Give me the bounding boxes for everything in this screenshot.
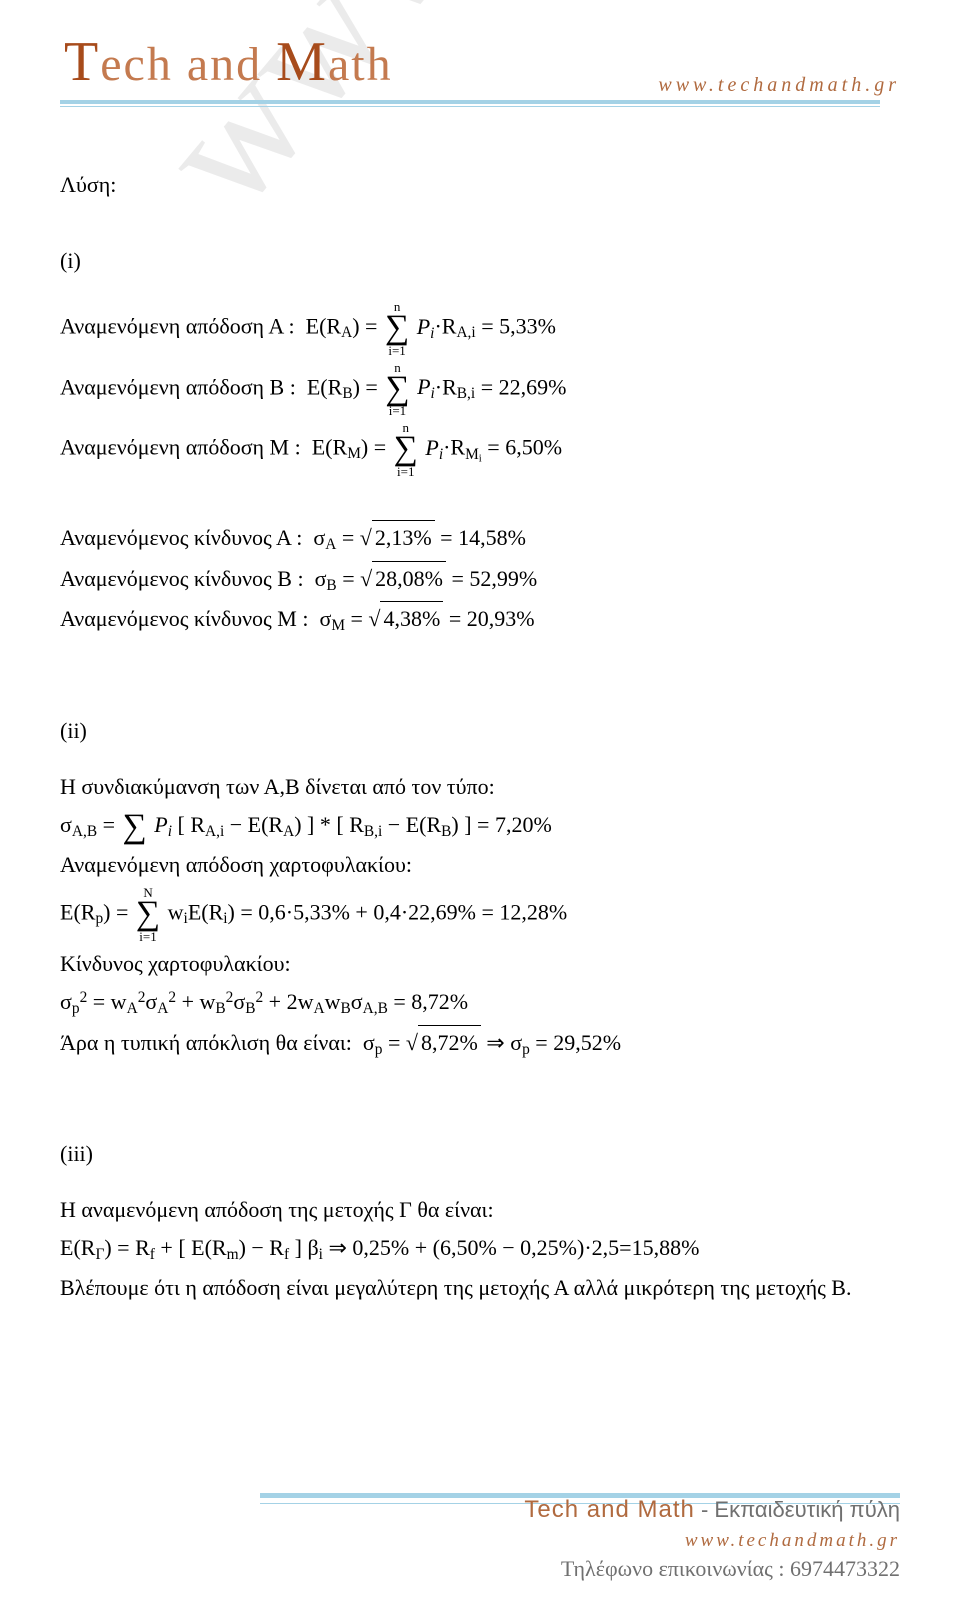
eq-port-ret: E(Rp) = N∑i=1 wiE(Ri) = 0,6·5,33% + 0,4·… xyxy=(60,886,900,943)
ea-val: 5,33% xyxy=(499,314,556,339)
content-body: Λύση: (i) Αναμενόμενη απόδοση Α : E(RA) … xyxy=(60,134,900,1305)
brand-ath: ath xyxy=(328,38,393,91)
brand-m: M xyxy=(276,31,328,93)
header-rule-thin xyxy=(60,106,880,107)
port-risk-label: Κίνδυνος χαρτοφυλακίου: xyxy=(60,947,900,981)
sum-lower: i=1 xyxy=(385,344,409,357)
page-footer: Tech and Math - Εκπαιδευτική πύλη www.te… xyxy=(0,1496,960,1582)
eq-sm: Αναμενόμενος κίνδυνος Μ : σM = √4,38% = … xyxy=(60,601,900,638)
sm-in: 4,38% xyxy=(380,601,443,636)
port-ret-expr: 0,6·5,33% + 0,4·22,69% = 12,28% xyxy=(258,899,567,924)
em-label: Αναμενόμενη απόδοση Μ : xyxy=(60,435,301,460)
footer-brand-text: Tech and Math xyxy=(524,1496,694,1523)
brand-logo-text: Tech and Math xyxy=(64,30,393,94)
port-ret-label: Αναμενόμενη απόδοση χαρτοφυλακίου: xyxy=(60,848,900,882)
covar-val: 7,20% xyxy=(495,812,552,837)
sm-label: Αναμενόμενος κίνδυνος Μ : xyxy=(60,606,308,631)
typ-dev-out: 29,52% xyxy=(553,1030,621,1055)
eq-ea: Αναμενόμενη απόδοση Α : E(RA) = n∑i=1 Pi… xyxy=(60,300,900,357)
eq-port-var: σp2 = wA2σA2 + wB2σB2 + 2wAwBσA,B = 8,72… xyxy=(60,985,900,1021)
eq-sb: Αναμενόμενος κίνδυνος Β : σB = √28,08% =… xyxy=(60,561,900,598)
header-url: www.techandmath.gr xyxy=(658,74,900,97)
covar-intro: Η συνδιακύμανση των Α,Β δίνεται από τον … xyxy=(60,770,900,804)
solution-label: Λύση: xyxy=(60,168,900,202)
header-rule xyxy=(60,100,880,104)
footer-url: www.techandmath.gr xyxy=(0,1530,900,1552)
ea-label: Αναμενόμενη απόδοση Α : xyxy=(60,314,295,339)
eq-em: Αναμενόμενη απόδοση Μ : E(RM) = n∑i=1 Pi… xyxy=(60,421,900,478)
part-iii-label: (iii) xyxy=(60,1137,900,1171)
brand-t: T xyxy=(64,31,100,93)
footer-phone: Τηλέφωνο επικοινωνίας : 6974473322 xyxy=(0,1556,900,1582)
conclusion: Βλέπουμε ότι η απόδοση είναι μεγαλύτερη … xyxy=(60,1271,900,1305)
sb-in: 28,08% xyxy=(372,561,446,596)
sb-out: 52,99% xyxy=(469,566,537,591)
em-val: 6,50% xyxy=(505,435,562,460)
eq-capm: E(RΓ) = Rf + [ E(Rm) − Rf ] βi ⇒ 0,25% +… xyxy=(60,1231,900,1267)
capm-intro: Η αναμενόμενη απόδοση της μετοχής Γ θα ε… xyxy=(60,1193,900,1227)
sm-out: 20,93% xyxy=(467,606,535,631)
port-var-val: 8,72% xyxy=(411,989,468,1014)
eq-sa: Αναμενόμενος κίνδυνος Α : σA = √2,13% = … xyxy=(60,520,900,557)
brand-ech: ech and xyxy=(100,38,276,91)
footer-tag: - Εκπαιδευτική πύλη xyxy=(695,1497,900,1522)
sa-label: Αναμενόμενος κίνδυνος Α : xyxy=(60,525,302,550)
eq-eb: Αναμενόμενη απόδοση Β : E(RB) = n∑i=1 Pi… xyxy=(60,361,900,418)
sb-label: Αναμενόμενος κίνδυνος Β : xyxy=(60,566,304,591)
eb-label: Αναμενόμενη απόδοση Β : xyxy=(60,374,296,399)
eq-covar: σA,B = ∑ Pi [ RA,i − E(RA) ] * [ RB,i − … xyxy=(60,808,900,844)
typ-dev-in: 8,72% xyxy=(418,1025,481,1060)
sa-in: 2,13% xyxy=(372,520,435,555)
page-header: Tech and Math www.techandmath.gr xyxy=(60,24,900,134)
capm-rhs: 0,25% + (6,50% − 0,25%)·2,5=15,88% xyxy=(352,1235,699,1260)
part-ii-label: (ii) xyxy=(60,714,900,748)
typ-dev-label: Άρα η τυπική απόκλιση θα είναι: xyxy=(60,1030,352,1055)
eq-typ-dev: Άρα η τυπική απόκλιση θα είναι: σp = √8,… xyxy=(60,1025,900,1062)
footer-brand: Tech and Math - Εκπαιδευτική πύλη xyxy=(0,1496,900,1524)
sa-out: 14,58% xyxy=(458,525,526,550)
eb-val: 22,69% xyxy=(499,374,567,399)
part-i-label: (i) xyxy=(60,244,900,278)
